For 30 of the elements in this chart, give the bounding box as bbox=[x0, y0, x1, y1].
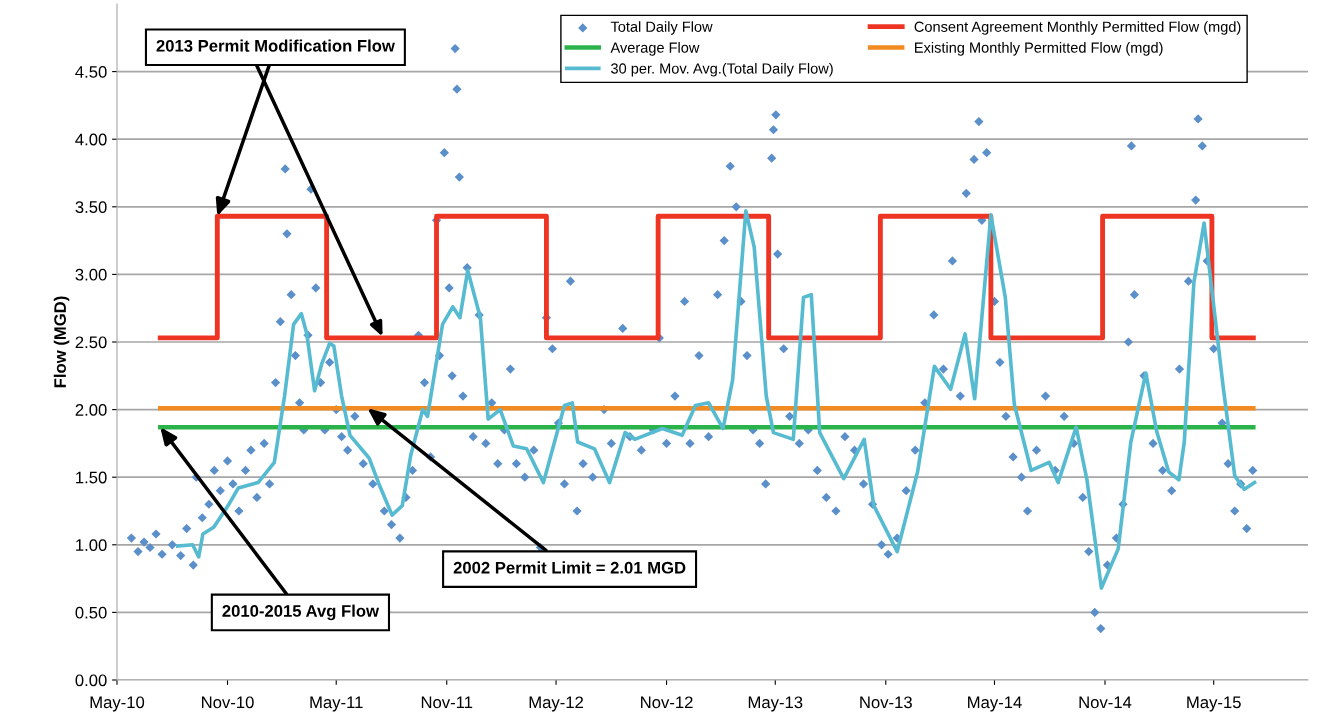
x-tick-label: Nov-10 bbox=[202, 696, 254, 709]
x-tick-label: Nov-11 bbox=[421, 696, 473, 709]
x-tick-label: May-12 bbox=[529, 696, 583, 712]
x-tick-label: Nov-12 bbox=[641, 696, 693, 709]
y-tick-label: 2.50 bbox=[75, 336, 107, 349]
y-tick-label: 0.50 bbox=[75, 606, 107, 619]
x-tick-label: May-14 bbox=[968, 696, 1022, 712]
annotation: 2002 Permit Limit = 2.01 MGD bbox=[453, 561, 686, 574]
legend-label: Consent Agreement Monthly Permitted Flow (mgd) bbox=[914, 21, 1241, 35]
legend-label: 30 per. Mov. Avg.(Total Daily Flow) bbox=[611, 62, 833, 77]
y-tick-label: 0.00 bbox=[75, 674, 107, 687]
legend-label: Average Flow bbox=[610, 42, 700, 56]
x-tick-label: May-13 bbox=[748, 696, 803, 712]
annotation: 2013 Permit Modification Flow bbox=[156, 39, 395, 52]
legend-label: Total Daily Flow bbox=[610, 21, 713, 35]
y-tick-label: 3.50 bbox=[75, 201, 107, 213]
x-tick-label: Nov-14 bbox=[1079, 696, 1132, 709]
x-tick-label: Nov-13 bbox=[860, 696, 912, 709]
y-tick-label: 1.00 bbox=[76, 539, 107, 551]
y-tick-label: 4.50 bbox=[75, 66, 107, 78]
legend-label: Existing Monthly Permitted Flow (mgd) bbox=[915, 42, 1163, 56]
x-tick-label: May-15 bbox=[1187, 696, 1241, 712]
y-tick-label: 4.00 bbox=[75, 133, 107, 146]
y-tick-label: 3.00 bbox=[75, 268, 107, 281]
y-axis-title: Flow (MGD) bbox=[53, 296, 70, 388]
y-tick-label: 1.50 bbox=[76, 471, 107, 484]
annotation: 2010-2015 Avg Flow bbox=[222, 604, 380, 621]
x-tick-label: May-10 bbox=[90, 696, 145, 712]
y-tick-label: 2.00 bbox=[75, 404, 107, 416]
x-tick-label: May-11 bbox=[310, 696, 363, 712]
